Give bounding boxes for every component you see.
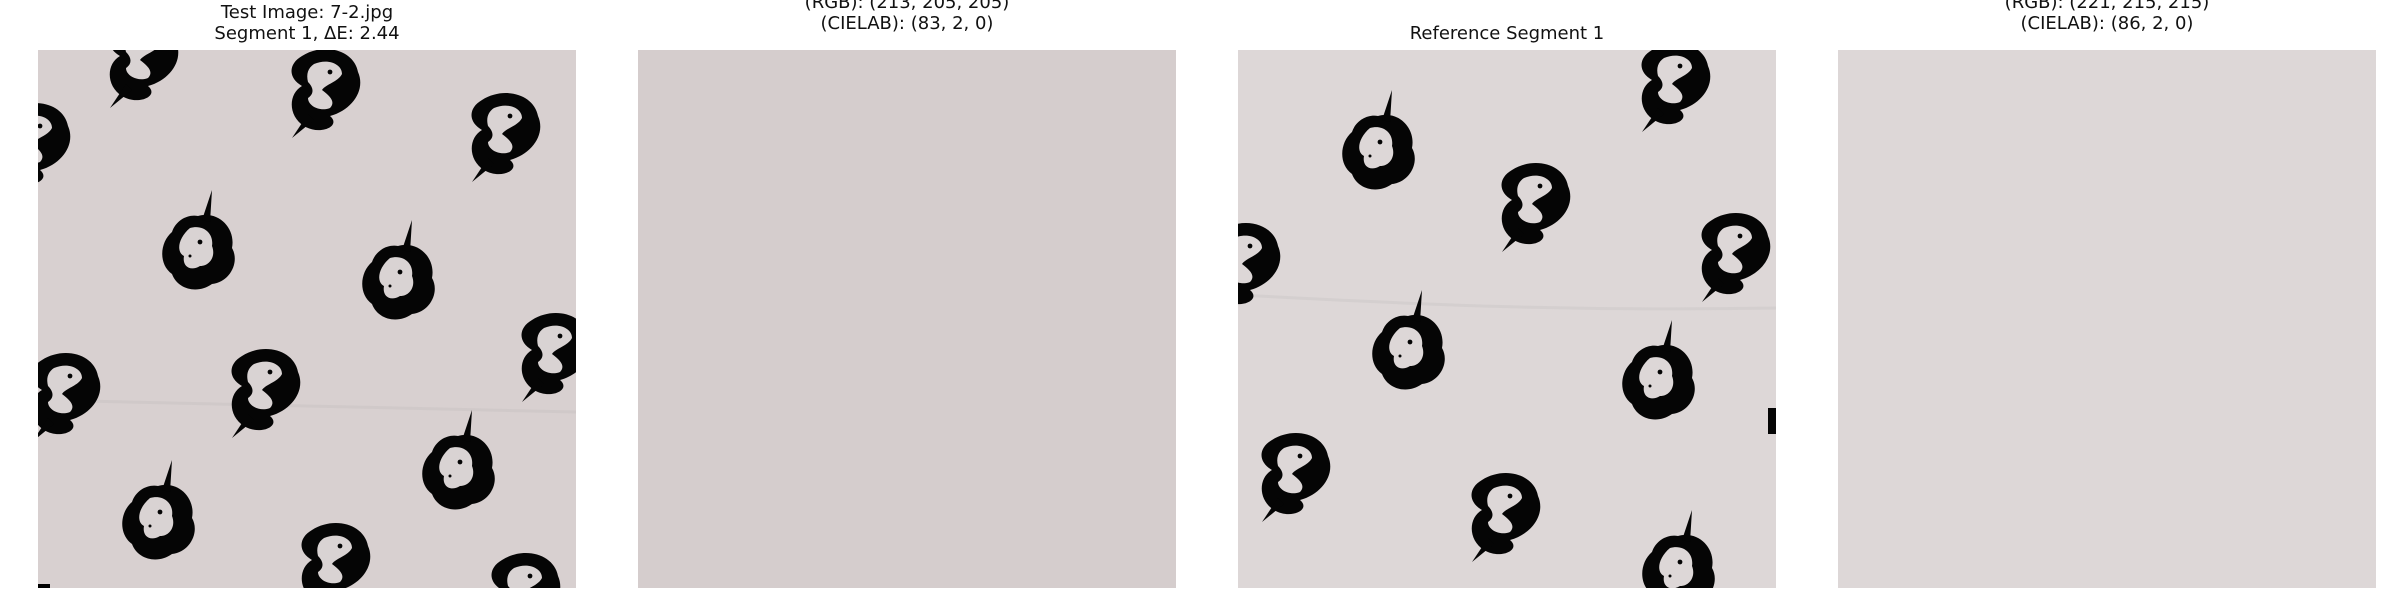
reference-image-panel bbox=[1238, 50, 1776, 588]
reference-color-swatch-panel bbox=[1838, 50, 2376, 588]
panel-2-title-line-2: (CIELAB): (83, 2, 0) bbox=[820, 13, 994, 34]
panel-4-title: (RGB): (221, 215, 215) (CIELAB): (86, 2,… bbox=[1838, 0, 2376, 34]
test-color-swatch-panel bbox=[638, 50, 1176, 588]
reference-image-pattern bbox=[1238, 50, 1776, 588]
panel-1-title: Test Image: 7-2.jpg Segment 1, ΔE: 2.44 bbox=[38, 2, 576, 44]
test-image-panel bbox=[38, 50, 576, 588]
panel-2-title-line-1: (RGB): (213, 205, 205) bbox=[804, 0, 1010, 13]
panel-3-title-line-1: Reference Segment 1 bbox=[1409, 23, 1605, 44]
panel-1-title-line-1: Test Image: 7-2.jpg bbox=[220, 2, 394, 23]
motif bbox=[301, 523, 371, 588]
test-image-pattern bbox=[38, 50, 576, 588]
panel-4-title-line-1: (RGB): (221, 215, 215) bbox=[2004, 0, 2210, 13]
panel-2-title: (RGB): (213, 205, 205) (CIELAB): (83, 2,… bbox=[638, 0, 1176, 34]
reference-color-swatch bbox=[1838, 50, 2376, 588]
corner-mark bbox=[38, 584, 50, 588]
panel-3-title: Reference Segment 1 bbox=[1238, 23, 1776, 44]
panel-1-title-line-2: Segment 1, ΔE: 2.44 bbox=[214, 23, 400, 44]
test-color-swatch bbox=[638, 50, 1176, 588]
panel-4-title-line-2: (CIELAB): (86, 2, 0) bbox=[2020, 13, 2194, 34]
